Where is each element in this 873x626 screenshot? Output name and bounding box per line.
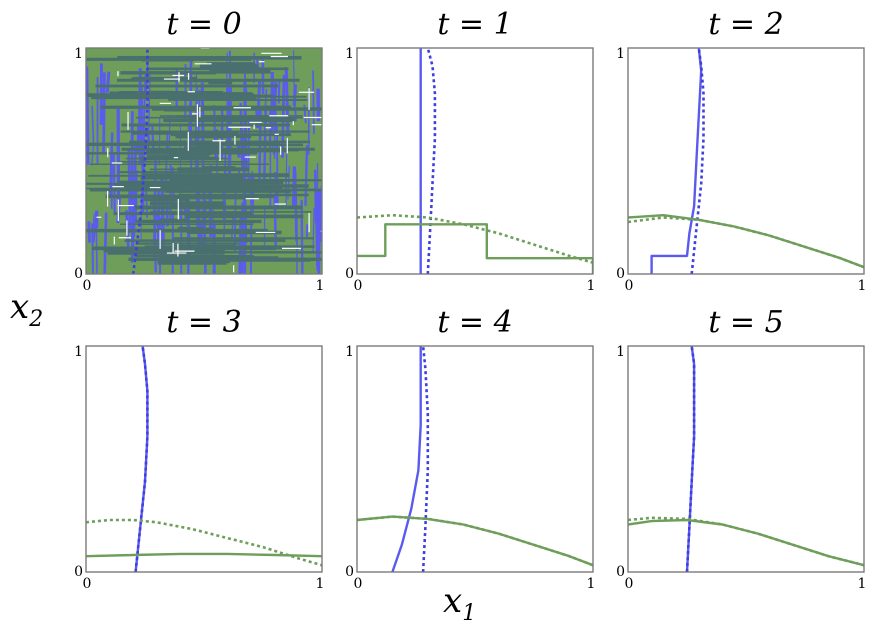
y-tick-label: 0 (345, 266, 354, 282)
y-tick-label: 0 (74, 564, 83, 580)
x-tick-label: 1 (858, 576, 867, 592)
panel-title: t = 1 (437, 7, 512, 42)
x-tick-label: 0 (354, 576, 363, 592)
x-tick-label: 1 (858, 278, 867, 294)
panel-title: t = 5 (708, 305, 783, 340)
plot-area (356, 47, 594, 275)
panel-1: t = 1 0 1 0 1 (345, 7, 595, 294)
noise-streak-blue (273, 82, 278, 98)
noise-streak-blue (95, 227, 98, 274)
noise-streak-blue (86, 66, 90, 165)
x-tick-label: 1 (316, 278, 325, 294)
x-tick-label: 0 (354, 278, 363, 294)
series-blue-solid (134, 346, 149, 572)
x-tick-label: 0 (83, 278, 92, 294)
plot-area (85, 345, 323, 573)
panel-3: t = 3 0 1 0 1 (74, 305, 324, 592)
noise-streak-blue (91, 223, 95, 274)
series-blue-dotted (131, 48, 149, 274)
noise-streak-blue (137, 68, 142, 151)
series-blue-solid (685, 346, 696, 572)
y-axis-label: x2 (10, 287, 43, 332)
panel-title: t = 3 (166, 305, 241, 340)
noise-streak-blue (105, 71, 111, 93)
series-green-dotted (628, 216, 864, 269)
y-tick-label: 0 (345, 564, 354, 580)
x-tick-label: 1 (316, 576, 325, 592)
y-tick-label: 1 (616, 46, 625, 62)
noise-streak-blue (155, 210, 160, 240)
noise-texture (86, 48, 322, 274)
y-tick-label: 1 (345, 46, 354, 62)
panel-title: t = 0 (166, 7, 241, 42)
series-green-dotted (86, 518, 322, 567)
y-tick-label: 1 (74, 46, 83, 62)
plot-area (627, 345, 865, 573)
panel-title: t = 4 (437, 305, 512, 340)
noise-streak-blue (92, 213, 95, 231)
noise-streak-blue (91, 144, 95, 166)
panel-5: t = 5 0 1 0 1 (616, 305, 866, 592)
noise-streak-blue (304, 144, 309, 206)
y-tick-label: 1 (345, 344, 354, 360)
x-tick-label: 0 (625, 278, 634, 294)
series-green-dotted (628, 516, 864, 567)
panel-0: t = 0 0 1 0 1 (74, 7, 325, 294)
noise-streak-blue (312, 70, 315, 135)
plot-area (356, 345, 594, 573)
plot-area (627, 47, 865, 275)
y-tick-label: 0 (616, 564, 625, 580)
panel-title: t = 2 (708, 7, 783, 42)
x-tick-label: 0 (83, 576, 92, 592)
series-blue-dotted (421, 346, 430, 572)
noise-streak-blue (312, 207, 315, 252)
noise-streak-blue (102, 72, 106, 154)
x-tick-label: 1 (587, 576, 596, 592)
series-green-solid (86, 552, 322, 558)
y-tick-label: 0 (74, 266, 83, 282)
y-tick-label: 1 (616, 344, 625, 360)
x-tick-label: 0 (625, 576, 634, 592)
series-green-dotted (357, 213, 593, 264)
noise-streak-blue (91, 105, 95, 145)
y-axis-label-sub: 2 (28, 307, 43, 332)
noise-streak-blue (127, 150, 132, 233)
series-blue-solid (650, 48, 703, 274)
x-axis-label-sub: 1 (462, 601, 476, 626)
noise-streak-blue (300, 200, 304, 274)
x-tick-label: 1 (587, 278, 596, 294)
noise-streak-blue (292, 84, 298, 106)
y-tick-label: 0 (616, 266, 625, 282)
series-green-dotted (357, 515, 593, 567)
series-green-solid (357, 223, 593, 274)
x-axis-label-main: x (443, 581, 462, 621)
y-tick-label: 1 (74, 344, 83, 360)
x-axis-label: x1 (443, 581, 476, 626)
panel-4: t = 4 0 1 0 1 (345, 305, 595, 592)
y-axis-label-main: x (10, 287, 29, 327)
panel-2: t = 2 0 1 0 1 (616, 7, 866, 294)
series-blue-solid (391, 346, 422, 572)
